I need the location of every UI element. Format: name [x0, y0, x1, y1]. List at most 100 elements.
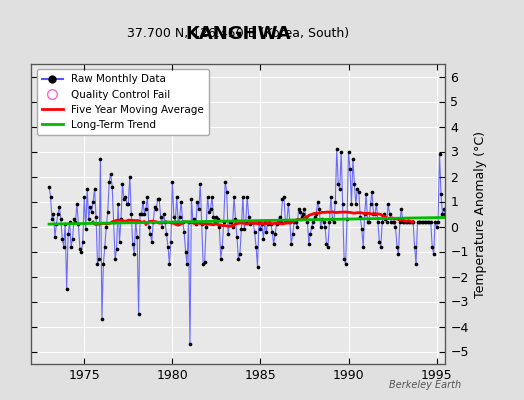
Point — [293, 223, 301, 230]
Point — [240, 226, 248, 232]
Point — [445, 251, 454, 257]
Point — [189, 218, 197, 225]
Point — [55, 203, 63, 210]
Point — [190, 216, 199, 222]
Point — [233, 233, 241, 240]
Point — [57, 216, 65, 222]
Text: 37.700 N, 126.450 E (Korea, South): 37.700 N, 126.450 E (Korea, South) — [127, 27, 350, 40]
Point — [223, 188, 231, 195]
Point — [364, 218, 372, 225]
Point — [214, 216, 222, 222]
Point — [216, 256, 225, 262]
Point — [357, 226, 366, 232]
Point — [172, 193, 181, 200]
Point — [179, 218, 187, 225]
Point — [114, 201, 122, 207]
Point — [206, 206, 215, 212]
Point — [80, 193, 89, 200]
Point — [265, 218, 274, 225]
Point — [176, 213, 184, 220]
Point — [71, 218, 80, 225]
Point — [302, 213, 310, 220]
Point — [413, 218, 422, 225]
Point — [243, 193, 252, 200]
Point — [393, 243, 401, 250]
Point — [387, 218, 395, 225]
Point — [77, 248, 85, 255]
Point — [427, 218, 435, 225]
Point — [252, 243, 260, 250]
Point — [97, 316, 106, 322]
Point — [164, 243, 172, 250]
Point — [258, 221, 266, 227]
Point — [281, 218, 290, 225]
Point — [96, 156, 105, 162]
Point — [73, 201, 81, 207]
Point — [430, 251, 438, 257]
Point — [269, 241, 278, 247]
Point — [383, 218, 391, 225]
Point — [375, 238, 384, 245]
Point — [83, 186, 91, 192]
Point — [184, 218, 193, 225]
Point — [146, 231, 155, 237]
Point — [421, 218, 429, 225]
Point — [353, 186, 362, 192]
Point — [344, 148, 353, 155]
Point — [143, 193, 151, 200]
Point — [366, 201, 375, 207]
Point — [61, 221, 69, 227]
Point — [181, 248, 190, 255]
Point — [155, 196, 163, 202]
Point — [431, 218, 439, 225]
Point — [287, 241, 296, 247]
Point — [452, 221, 460, 227]
Point — [339, 201, 347, 207]
Point — [142, 206, 150, 212]
Point — [70, 216, 78, 222]
Point — [152, 206, 160, 212]
Point — [74, 221, 83, 227]
Point — [394, 251, 402, 257]
Point — [127, 211, 135, 217]
Point — [75, 246, 84, 252]
Point — [224, 231, 232, 237]
Point — [275, 213, 283, 220]
Point — [391, 223, 400, 230]
Point — [237, 226, 246, 232]
Point — [399, 218, 407, 225]
Point — [309, 218, 318, 225]
Point — [187, 196, 195, 202]
Point — [158, 223, 166, 230]
Point — [268, 228, 276, 235]
Point — [450, 263, 458, 270]
Point — [60, 243, 68, 250]
Point — [396, 218, 404, 225]
Point — [432, 223, 441, 230]
Point — [67, 243, 75, 250]
Point — [101, 243, 109, 250]
Point — [365, 218, 373, 225]
Point — [280, 193, 288, 200]
Point — [326, 193, 335, 200]
Point — [53, 211, 62, 217]
Point — [137, 211, 146, 217]
Point — [449, 211, 457, 217]
Point — [157, 213, 165, 220]
Point — [108, 183, 116, 190]
Point — [350, 181, 358, 187]
Point — [162, 231, 171, 237]
Point — [267, 221, 275, 227]
Point — [325, 218, 334, 225]
Point — [308, 223, 316, 230]
Point — [447, 206, 455, 212]
Point — [374, 218, 382, 225]
Point — [58, 236, 67, 242]
Point — [346, 166, 354, 172]
Point — [256, 226, 265, 232]
Point — [84, 216, 93, 222]
Point — [245, 213, 253, 220]
Point — [419, 218, 428, 225]
Point — [242, 218, 250, 225]
Point — [82, 226, 90, 232]
